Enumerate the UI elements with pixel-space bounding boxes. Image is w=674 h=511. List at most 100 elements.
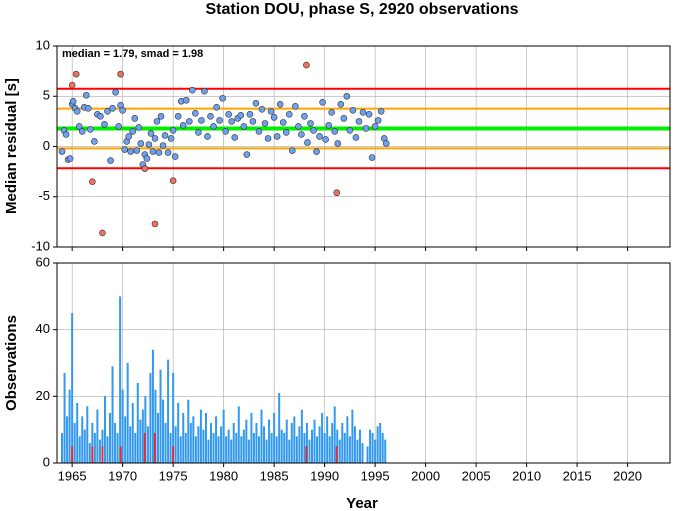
point [216,117,223,124]
bar [144,396,147,463]
bar [210,423,213,463]
point [374,117,382,124]
bar [66,416,69,463]
chart-title: Station DOU, phase S, 2920 observations [206,1,519,18]
bar [76,403,79,463]
bar [305,446,308,463]
plot-area [57,46,670,247]
annotation: median = 1.79, smad = 1.98 [62,48,203,60]
point [66,155,74,162]
y-tick-label: 5 [43,88,50,103]
x-tick-label: 2005 [462,468,491,483]
point [97,113,104,120]
point [365,111,373,118]
point [331,128,339,135]
bar [169,433,172,463]
point [355,118,363,125]
point [333,189,341,197]
point [131,115,139,122]
bar [376,426,379,463]
bar [366,446,369,463]
point [169,127,177,134]
point [147,130,155,137]
bar [194,436,197,463]
point [171,153,179,160]
point [68,81,76,89]
point [62,131,70,138]
point [189,86,196,94]
bar [179,436,182,463]
bar [338,439,341,463]
point [89,178,96,185]
bar [237,406,240,463]
bar [61,433,64,463]
point [249,118,257,125]
point [72,70,80,78]
y-axis-label: Observations [3,315,20,411]
bar [333,406,336,463]
bar [353,426,356,463]
bar [331,423,334,463]
bar [93,433,96,463]
bar [162,399,165,463]
point [161,132,169,139]
bar [159,369,162,463]
bar [139,419,142,463]
bar [255,423,258,463]
point [151,135,159,142]
point [201,87,208,95]
point [104,108,111,115]
bar [300,409,303,463]
bar [103,396,106,463]
point [252,99,260,107]
bar [134,433,137,463]
y-tick-label: 0 [43,454,50,469]
point [349,107,357,114]
bar [275,436,278,463]
bar [351,409,354,463]
point [273,133,281,140]
bar [197,426,200,463]
bar [305,423,308,463]
bar [199,409,202,463]
bar [141,409,144,463]
point [237,112,245,119]
point [228,118,236,125]
point [58,148,66,155]
x-tick-label: 2000 [411,468,440,483]
bar [172,446,175,463]
bar [242,429,245,463]
point [337,100,345,108]
bar [263,426,266,463]
bar [88,443,91,463]
y-tick-label: 0 [43,138,50,153]
bar [187,399,190,463]
bar [177,403,180,463]
bar [212,433,215,463]
bar [154,389,157,463]
bar [293,416,296,463]
bar [136,383,139,463]
bar [252,433,255,463]
bar [358,429,361,463]
point [292,103,299,110]
bar [316,436,319,463]
x-tick-label: 1990 [310,468,339,483]
bar [290,423,293,463]
bar [295,436,298,463]
point [368,154,376,161]
point [159,142,167,149]
point [282,129,290,136]
bar [270,433,273,463]
y-tick-label: 60 [36,254,50,269]
bar [202,429,205,463]
point [155,149,163,156]
plot-frame [56,45,671,248]
bar [268,419,271,463]
point [307,120,314,127]
point [270,114,278,121]
point [207,113,214,120]
point [149,148,157,155]
bar [283,433,286,463]
point [301,113,308,120]
